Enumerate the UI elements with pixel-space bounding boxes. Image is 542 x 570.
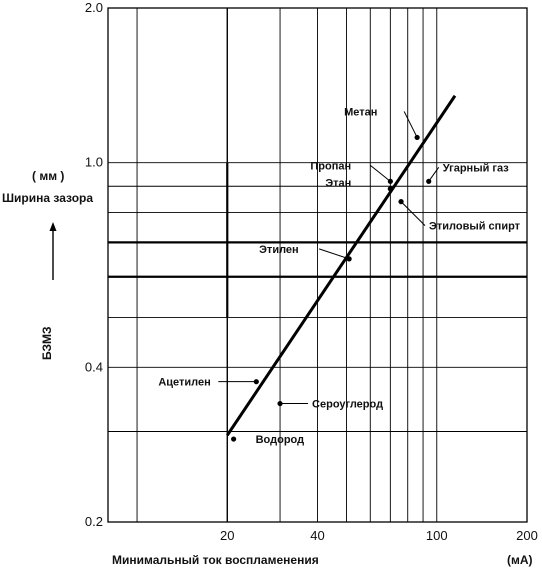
point-label: Метан (344, 106, 377, 118)
data-point: Этан (325, 178, 393, 192)
y-axis-title: Ширина зазора (2, 191, 93, 205)
data-points: Метан Пропан Этан Угарный газ Этиловый спирт… (158, 106, 520, 446)
y-tick-label: 2.0 (85, 0, 103, 15)
point-label: Этилен (259, 244, 299, 256)
data-point: Метан (344, 106, 420, 141)
data-point: Угарный газ (426, 162, 509, 184)
point-label: Этан (325, 178, 351, 190)
leader-line (370, 164, 391, 182)
trend-line (226, 94, 457, 437)
grid (107, 7, 528, 523)
y-axis-side-label: БЗМЗ (40, 327, 54, 361)
point-marker (231, 436, 237, 442)
data-point: Водород (231, 434, 304, 446)
point-label: Пропан (310, 160, 351, 172)
tick-labels: 20 40 100 200 0.2 0.4 1.0 2.0 (85, 0, 538, 543)
data-point: Ацетилен (158, 377, 259, 389)
x-tick-label: 200 (516, 528, 538, 543)
point-label: Этиловый спирт (429, 221, 521, 233)
leader-line (318, 248, 350, 260)
y-axis-arrow (49, 222, 57, 280)
x-axis-label: Минимальный ток воспламенения (112, 553, 319, 567)
x-axis-unit: (мА) (507, 553, 533, 567)
point-label: Водород (256, 434, 305, 446)
x-tick-label: 100 (426, 528, 448, 543)
leader-line (403, 111, 418, 138)
point-label: Ацетилен (158, 377, 210, 389)
leader-line (400, 201, 426, 227)
leader-line (428, 167, 440, 182)
point-marker (387, 186, 393, 192)
y-tick-label: 0.4 (85, 359, 103, 374)
data-point: Сероуглерод (277, 399, 383, 411)
x-tick-label: 20 (220, 528, 234, 543)
y-tick-label: 1.0 (85, 155, 103, 170)
y-tick-label: 0.2 (85, 514, 103, 529)
data-point: Этиловый спирт (398, 199, 521, 233)
x-tick-label: 40 (310, 528, 324, 543)
point-label: Сероуглерод (312, 399, 383, 411)
y-axis-unit: ( мм ) (32, 169, 64, 183)
point-label: Угарный газ (443, 162, 510, 174)
data-point: Пропан (310, 160, 393, 184)
data-point: Этилен (259, 244, 352, 262)
